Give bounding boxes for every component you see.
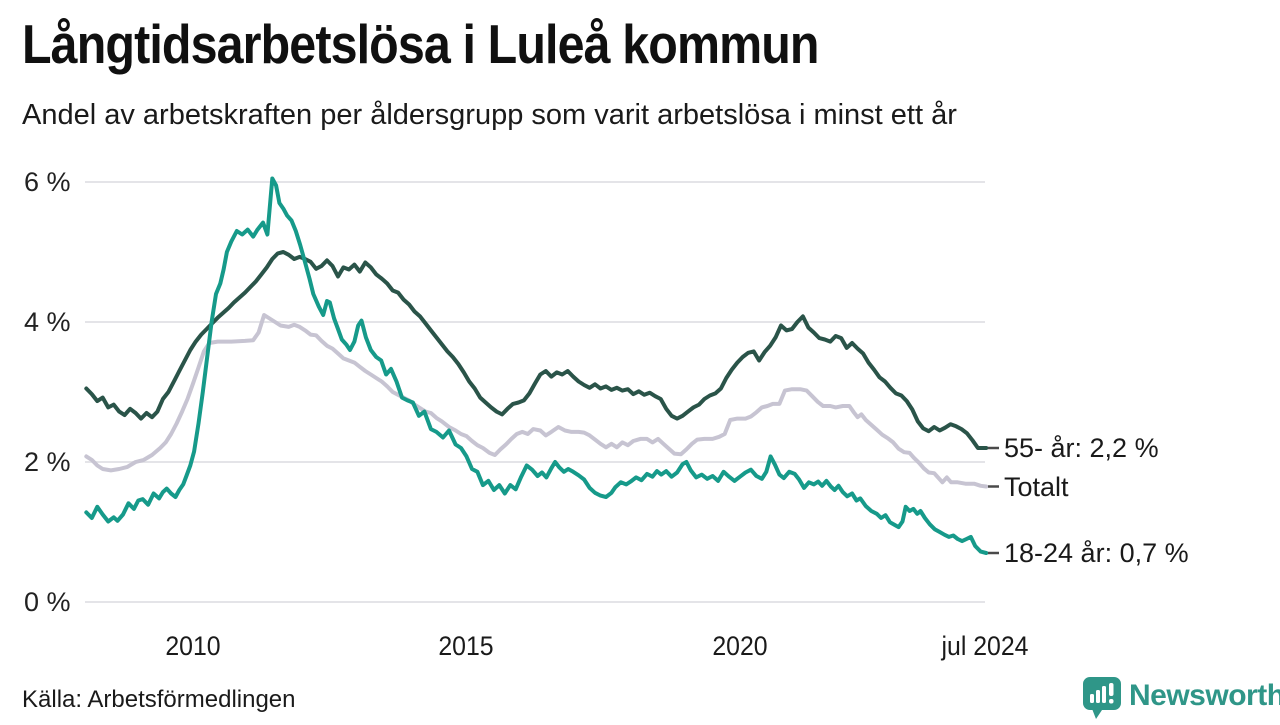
page-title: Långtidsarbetslösa i Luleå kommun: [22, 13, 820, 75]
newsworthy-bubble-barchart-icon: [1082, 676, 1122, 725]
series-end-label-total: Totalt: [1004, 471, 1069, 502]
newsworthy-logo: Newsworthy: [1082, 676, 1280, 725]
series-end-label-18-24: 18-24 år: 0,7 %: [1004, 538, 1189, 568]
x-axis-tick-label: 2015: [438, 631, 494, 661]
page-subtitle: Andel av arbetskraften per åldersgrupp s…: [22, 99, 957, 131]
x-axis-tick-label: 2020: [712, 631, 768, 661]
series-end-label-55-plus: 55- år: 2,2 %: [1004, 433, 1159, 463]
series-line-age55: [84, 250, 989, 450]
source-note: Källa: Arbetsförmedlingen: [22, 686, 296, 713]
x-axis-tick-label: 2010: [165, 631, 221, 661]
newsworthy-logo-text: Newsworthy: [1129, 679, 1280, 712]
y-axis-tick-label: 6 %: [24, 167, 71, 197]
series-line-age1824: [84, 176, 989, 555]
y-axis-tick-label: 0 %: [24, 587, 71, 617]
x-axis-tick-label: jul 2024: [941, 631, 1029, 661]
series-line-total: [84, 313, 989, 489]
y-axis-tick-label: 2 %: [24, 447, 71, 477]
y-axis-tick-label: 4 %: [24, 307, 71, 337]
